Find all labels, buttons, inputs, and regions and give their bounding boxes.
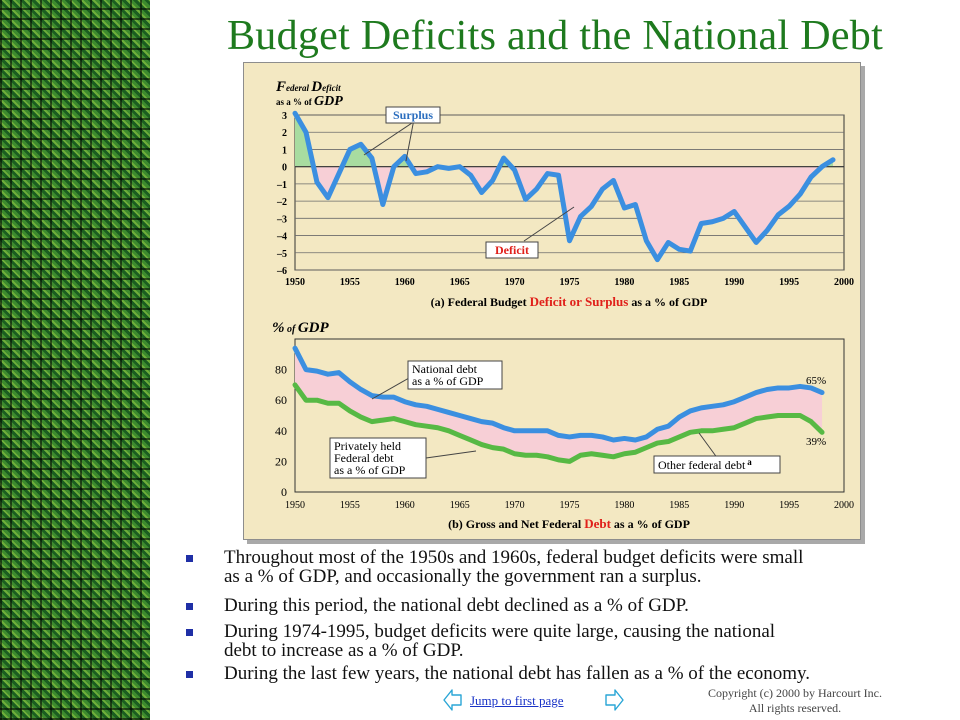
other-debt-leader [698, 432, 719, 460]
chart-b-x-tick-label: 1985 [669, 500, 689, 511]
deficit-surplus-line [292, 110, 836, 263]
copyright-line: All rights reserved. [748, 701, 842, 715]
surplus-callout-box [385, 106, 441, 124]
surplus-leader-2 [405, 118, 415, 162]
chart-a-y-tick-label: –6 [276, 266, 287, 277]
surplus-leader [363, 118, 419, 156]
bullet-line: During the last few years, the national … [224, 663, 810, 684]
privately-held-callout-line2: Federal debt [334, 451, 394, 465]
chart-b-ylabel: % of GDP [272, 320, 330, 336]
other-debt-callout: Other federal debt a [658, 457, 752, 472]
bullet-line: debt to increase as a % of GDP. [224, 640, 464, 661]
chart-b-x-tick-label: 1980 [614, 500, 634, 511]
privately-held-debt-line [292, 382, 825, 464]
national-debt-leader [371, 377, 410, 400]
chart-a-y-tick-label: –2 [276, 197, 287, 208]
chart-a-x-tick-label: 1970 [505, 277, 525, 288]
chart-b-x-tick-label: 1950 [285, 500, 305, 511]
copyright-notice: Copyright (c) 2000 by Harcourt Inc. All … [690, 686, 900, 716]
copyright-line: Copyright (c) 2000 by Harcourt Inc. [708, 686, 882, 700]
chart-a-x-tick-label: 1950 [285, 277, 305, 288]
chart-b-x-tick-label: 1975 [560, 500, 580, 511]
chart-a-series-line [292, 110, 836, 263]
privately-held-callout-line3: as a % of GDP [334, 463, 406, 477]
national-debt-callout-line1: National debt [412, 362, 478, 376]
chart-b-x-tick-label: 1990 [724, 500, 744, 511]
jump-to-first-page-link[interactable]: Jump to first page [470, 693, 564, 708]
chart-a-x-tick-label: 1955 [340, 277, 360, 288]
chart-b-x-tick-label: 1995 [779, 500, 799, 511]
chart-b-y-tick-label: 20 [275, 454, 287, 468]
chart-a-x-tick-label: 1960 [395, 277, 415, 288]
chart-a-x-tick-label: 1965 [450, 277, 470, 288]
chart-a-x-tick-label: 1975 [560, 277, 580, 288]
page-title: Budget Deficits and the National Debt [226, 13, 884, 59]
chart-a-ylabel: Federal Deficit [275, 79, 341, 95]
net-debt-end-label: 39% [806, 436, 826, 448]
back-arrow-icon[interactable] [443, 688, 463, 712]
bullet-line: During this period, the national debt de… [224, 595, 689, 616]
chart-a-fills [295, 115, 834, 260]
national-debt-callout-line2: as a % of GDP [412, 374, 484, 388]
privately-held-callout-line1: Privately held [334, 439, 401, 453]
chart-b-x-tick-label: 1965 [450, 500, 470, 511]
chart-a-y-tick-label: 1 [282, 145, 287, 156]
privately-held-leader [425, 450, 477, 459]
chart-a-x-tick-label: 1995 [779, 277, 799, 288]
chart-a-ylabel-sub: as a % of GDP [276, 94, 343, 109]
other-debt-callout-box [653, 455, 781, 474]
chart-a-x-tick-label: 2000 [834, 277, 854, 288]
surplus-callout: Surplus [393, 108, 433, 122]
chart-a-y-tick-label: –1 [276, 180, 287, 191]
bullet-line: During 1974-1995, budget deficits were q… [224, 621, 776, 642]
national-debt-callout-box [407, 360, 503, 390]
chart-a: Federal Deficit as a % of GDP 3 2 1 0 –1 –2 –3… [275, 79, 854, 309]
national-debt-line [292, 345, 825, 443]
chart-a-y-tick-label: –3 [276, 214, 287, 225]
chart-b-series-lines [292, 345, 825, 464]
gross-debt-end-label: 65% [806, 375, 826, 387]
deficit-callout-box [485, 241, 539, 259]
charts-svg: Federal Deficit as a % of GDP 3 2 1 0 –1 –2 –3… [272, 79, 854, 531]
deficit-leader [523, 206, 575, 242]
chart-b-y-tick-label: 80 [275, 363, 287, 377]
chart-a-y-tick-label: –5 [276, 249, 287, 260]
bullet-line: as a % of GDP, and occasionally the gove… [224, 566, 702, 587]
chart-b-fill [295, 348, 823, 462]
chart-panel: Federal Deficit as a % of GDP 3 2 1 0 –1 –2 –3… [243, 62, 861, 540]
chart-b-y-tick-label: 40 [275, 424, 287, 438]
chart-b-x-tick-label: 2000 [834, 500, 854, 511]
chart-b-x-tick-label: 1960 [395, 500, 415, 511]
decorative-side-strip [0, 0, 150, 720]
bullet-marker [186, 671, 193, 678]
chart-b-title: (b) Gross and Net Federal Debt as a % of… [448, 516, 690, 531]
chart-b-y-tick-label: 60 [275, 393, 287, 407]
chart-a-y-tick-label: 2 [282, 128, 287, 139]
bullet-line: Throughout most of the 1950s and 1960s, … [224, 547, 804, 568]
bullet-marker [186, 555, 193, 562]
forward-arrow-icon[interactable] [604, 688, 624, 712]
chart-a-x-tick-label: 1985 [669, 277, 689, 288]
surplus-area [295, 115, 834, 167]
deficit-area [295, 166, 834, 260]
privately-held-callout-box [329, 437, 427, 479]
chart-b-plot-frame [294, 338, 845, 493]
other-federal-debt-area [295, 348, 823, 462]
chart-a-y-tick-label: 0 [282, 163, 287, 174]
chart-b-y-tick-label: 0 [281, 485, 287, 499]
bullet-marker [186, 629, 193, 636]
bullet-marker [186, 603, 193, 610]
chart-a-x-tick-label: 1980 [614, 277, 634, 288]
chart-a-y-tick-label: 3 [282, 111, 287, 122]
chart-a-y-tick-label: –4 [276, 232, 287, 243]
chart-a-x-tick-label: 1990 [724, 277, 744, 288]
chart-b-x-tick-label: 1970 [505, 500, 525, 511]
chart-b-x-tick-label: 1955 [340, 500, 360, 511]
chart-a-title: (a) Federal Budget Deficit or Surplus as… [431, 294, 708, 309]
deficit-callout: Deficit [495, 243, 529, 257]
